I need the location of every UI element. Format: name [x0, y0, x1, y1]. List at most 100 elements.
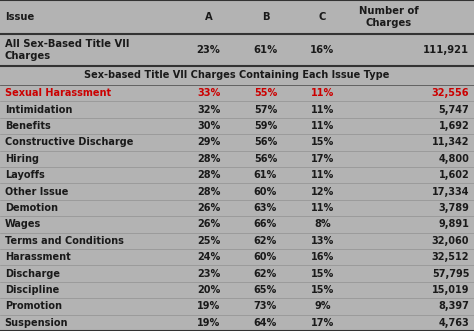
Text: 8,397: 8,397: [438, 302, 469, 311]
Text: Discipline: Discipline: [5, 285, 59, 295]
Text: 32,060: 32,060: [432, 236, 469, 246]
Text: Promotion: Promotion: [5, 302, 62, 311]
Text: Wages: Wages: [5, 219, 41, 229]
Text: 65%: 65%: [254, 285, 277, 295]
Text: Terms and Conditions: Terms and Conditions: [5, 236, 124, 246]
Text: 26%: 26%: [197, 203, 220, 213]
Text: 28%: 28%: [197, 170, 220, 180]
Text: 63%: 63%: [254, 203, 277, 213]
Text: C: C: [319, 12, 326, 22]
Text: 64%: 64%: [254, 318, 277, 328]
Bar: [0, 233, 474, 249]
Bar: [0, 85, 474, 101]
Text: 25%: 25%: [197, 236, 220, 246]
Text: 57,795: 57,795: [432, 268, 469, 279]
Text: 60%: 60%: [254, 252, 277, 262]
Text: 19%: 19%: [197, 302, 220, 311]
Text: 59%: 59%: [254, 121, 277, 131]
Text: 5,747: 5,747: [438, 105, 469, 115]
Bar: [0, 298, 474, 314]
Text: 16%: 16%: [310, 45, 335, 55]
Text: 26%: 26%: [197, 219, 220, 229]
Text: Benefits: Benefits: [5, 121, 51, 131]
Bar: [0, 134, 474, 151]
Text: 56%: 56%: [254, 137, 277, 147]
Bar: [0, 216, 474, 233]
Bar: [0, 34, 474, 66]
Text: 30%: 30%: [197, 121, 220, 131]
Text: 11,342: 11,342: [432, 137, 469, 147]
Text: 19%: 19%: [197, 318, 220, 328]
Bar: [0, 282, 474, 298]
Text: 24%: 24%: [197, 252, 220, 262]
Text: 1,602: 1,602: [438, 170, 469, 180]
Text: 11%: 11%: [310, 121, 334, 131]
Bar: [0, 118, 474, 134]
Text: 29%: 29%: [197, 137, 220, 147]
Text: 17%: 17%: [310, 154, 334, 164]
Text: Hiring: Hiring: [5, 154, 39, 164]
Text: 15,019: 15,019: [432, 285, 469, 295]
Text: Intimidation: Intimidation: [5, 105, 72, 115]
Text: 62%: 62%: [254, 236, 277, 246]
Text: Number of
Charges: Number of Charges: [359, 6, 419, 28]
Text: 61%: 61%: [253, 45, 278, 55]
Text: Demotion: Demotion: [5, 203, 58, 213]
Text: 60%: 60%: [254, 187, 277, 197]
Text: 62%: 62%: [254, 268, 277, 279]
Text: 32%: 32%: [197, 105, 220, 115]
Text: 32,512: 32,512: [432, 252, 469, 262]
Text: 17%: 17%: [310, 318, 334, 328]
Text: 33%: 33%: [197, 88, 220, 98]
Text: A: A: [205, 12, 212, 22]
Text: Harassment: Harassment: [5, 252, 71, 262]
Text: Discharge: Discharge: [5, 268, 60, 279]
Text: 28%: 28%: [197, 154, 220, 164]
Text: Layoffs: Layoffs: [5, 170, 45, 180]
Text: 57%: 57%: [254, 105, 277, 115]
Text: Sex-based Title VII Charges Containing Each Issue Type: Sex-based Title VII Charges Containing E…: [84, 70, 390, 80]
Text: 55%: 55%: [254, 88, 277, 98]
Text: 11%: 11%: [310, 170, 334, 180]
Text: 9,891: 9,891: [438, 219, 469, 229]
Text: 8%: 8%: [314, 219, 331, 229]
Text: 16%: 16%: [310, 252, 334, 262]
Text: 61%: 61%: [254, 170, 277, 180]
Text: 15%: 15%: [310, 268, 334, 279]
Text: 56%: 56%: [254, 154, 277, 164]
Text: 12%: 12%: [310, 187, 334, 197]
Text: 15%: 15%: [310, 137, 334, 147]
Text: 11%: 11%: [310, 88, 334, 98]
Text: 17,334: 17,334: [432, 187, 469, 197]
Bar: [0, 314, 474, 331]
Text: 23%: 23%: [197, 45, 220, 55]
Bar: [0, 0, 474, 34]
Text: Sexual Harassment: Sexual Harassment: [5, 88, 111, 98]
Text: Constructive Discharge: Constructive Discharge: [5, 137, 133, 147]
Text: Suspension: Suspension: [5, 318, 68, 328]
Text: 15%: 15%: [310, 285, 334, 295]
Text: 11%: 11%: [310, 203, 334, 213]
Text: B: B: [262, 12, 269, 22]
Bar: [0, 66, 474, 85]
Text: 66%: 66%: [254, 219, 277, 229]
Bar: [0, 101, 474, 118]
Text: 11%: 11%: [310, 105, 334, 115]
Text: 111,921: 111,921: [423, 45, 469, 55]
Bar: [0, 200, 474, 216]
Text: 32,556: 32,556: [432, 88, 469, 98]
Text: 23%: 23%: [197, 268, 220, 279]
Text: 13%: 13%: [310, 236, 334, 246]
Text: 9%: 9%: [314, 302, 330, 311]
Bar: [0, 265, 474, 282]
Text: All Sex-Based Title VII
Charges: All Sex-Based Title VII Charges: [5, 39, 129, 61]
Text: 4,800: 4,800: [438, 154, 469, 164]
Bar: [0, 183, 474, 200]
Text: 20%: 20%: [197, 285, 220, 295]
Text: Issue: Issue: [5, 12, 34, 22]
Text: 1,692: 1,692: [438, 121, 469, 131]
Text: 73%: 73%: [254, 302, 277, 311]
Text: 28%: 28%: [197, 187, 220, 197]
Text: 3,789: 3,789: [438, 203, 469, 213]
Bar: [0, 167, 474, 183]
